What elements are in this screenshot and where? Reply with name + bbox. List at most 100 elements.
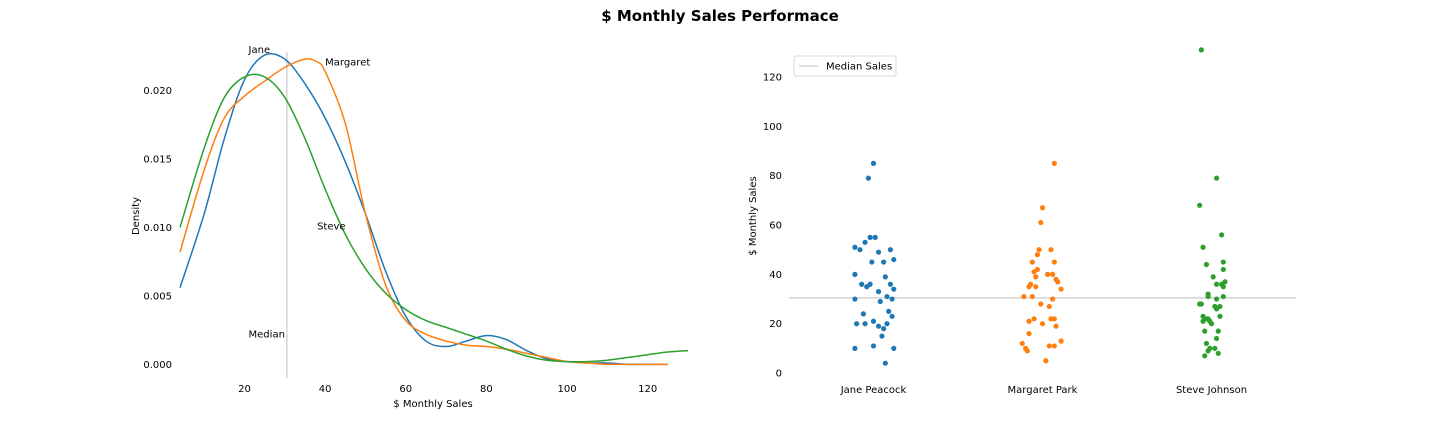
- sales-point: [854, 321, 860, 327]
- sales-point: [889, 296, 895, 302]
- sales-point: [1046, 303, 1052, 310]
- sales-point: [1213, 296, 1220, 302]
- annotation-jane: Jane: [248, 45, 271, 56]
- legend: Median Sales: [793, 55, 897, 77]
- sales-point: [1213, 335, 1220, 342]
- sales-point: [1202, 328, 1208, 334]
- x-tick-label: 40: [319, 384, 332, 395]
- sales-point: [1026, 330, 1032, 337]
- sales-point: [882, 274, 888, 280]
- x-tick-label: 20: [238, 384, 251, 395]
- sales-point: [1203, 340, 1210, 347]
- sales-point: [1029, 259, 1035, 265]
- sales-point: [1029, 293, 1035, 300]
- sales-point: [882, 360, 888, 366]
- density-y-axis-label: Density: [131, 197, 142, 235]
- sales-point: [1038, 219, 1044, 226]
- sales-point: [1048, 247, 1054, 253]
- y-tick-label: 0.010: [143, 223, 172, 234]
- sales-point: [1215, 350, 1221, 356]
- category-ticks: Jane Peacock Margaret Park Steve Johnson: [840, 385, 1247, 396]
- sales-point: [864, 284, 870, 290]
- sales-point: [1043, 358, 1049, 364]
- sales-points: [852, 47, 1228, 366]
- sales-point: [1210, 274, 1216, 280]
- y-tick-label: 0.000: [143, 360, 172, 371]
- sales-point: [887, 247, 894, 253]
- sales-point: [1051, 316, 1057, 322]
- sales-point: [1039, 321, 1046, 327]
- sales-point: [891, 286, 897, 292]
- sales-point: [852, 271, 858, 277]
- sales-point: [860, 311, 866, 317]
- sales-point: [1050, 271, 1056, 277]
- sales-point: [867, 234, 873, 240]
- sales-point: [877, 298, 883, 305]
- sales-point: [1200, 244, 1206, 250]
- sales-point: [1039, 205, 1046, 211]
- sales-point: [889, 313, 895, 319]
- sales-point: [1212, 345, 1218, 351]
- sales-point: [1050, 296, 1056, 302]
- sales-point: [1197, 202, 1203, 208]
- sales-point: [1208, 321, 1215, 327]
- legend-label: Median Sales: [826, 62, 892, 73]
- sales-point: [1033, 284, 1039, 290]
- x-tick-label: 100: [558, 384, 577, 395]
- sales-point: [1198, 47, 1204, 53]
- category-label: Margaret Park: [1008, 385, 1078, 396]
- sales-point: [1203, 261, 1210, 268]
- sales-point: [862, 321, 868, 327]
- sales-point: [1213, 281, 1220, 287]
- sales-point: [1198, 301, 1204, 307]
- sales-point: [875, 323, 882, 329]
- sales-point: [1055, 279, 1061, 285]
- strip-chart: Jane Peacock Margaret Park Steve Johnson 0…: [748, 47, 1296, 396]
- y-tick-label: 40: [769, 270, 782, 281]
- sales-point: [1220, 259, 1226, 265]
- sales-point: [875, 249, 882, 255]
- sales-point: [852, 296, 858, 302]
- sales-point: [852, 345, 858, 351]
- sales-point: [1205, 293, 1211, 300]
- sales-point: [1205, 348, 1211, 354]
- y-tick-label: 100: [763, 122, 782, 133]
- sales-point: [875, 289, 882, 295]
- sales-point: [891, 256, 897, 263]
- annotation-median: Median: [249, 330, 285, 341]
- density-curve-steve: [179, 73, 689, 363]
- y-tick-label: 0: [776, 369, 782, 380]
- sales-point: [1031, 316, 1037, 322]
- sales-point: [1034, 252, 1041, 258]
- sales-point: [887, 281, 894, 287]
- sales-point: [884, 293, 890, 300]
- sales-point: [862, 239, 868, 245]
- sales-point: [1200, 318, 1206, 324]
- sales-point: [865, 175, 872, 181]
- sales-point: [1051, 160, 1057, 166]
- y-tick-label: 20: [769, 319, 782, 330]
- legend-box: [793, 55, 897, 77]
- sales-point: [1019, 340, 1025, 347]
- sales-point: [1215, 328, 1221, 334]
- sales-point: [869, 259, 875, 265]
- sales-point: [1213, 175, 1220, 181]
- sales-point: [1217, 313, 1223, 319]
- y-tick-label: 0.020: [143, 86, 172, 97]
- y-ticks: 0.000 0.005 0.010 0.015 0.020: [143, 86, 172, 371]
- sales-point: [1220, 284, 1226, 290]
- x-tick-label: 60: [399, 384, 412, 395]
- sales-point: [879, 333, 885, 339]
- density-chart: 20 40 60 80 100 120 0.000 0.005 0.010 0.015 0.020…: [131, 45, 689, 410]
- category-label: Steve Johnson: [1176, 385, 1247, 396]
- sales-point: [884, 321, 890, 327]
- sales-point: [1051, 343, 1057, 349]
- annotation-margaret: Margaret: [325, 57, 370, 68]
- sales-point: [1024, 348, 1030, 354]
- sales-point: [857, 247, 863, 253]
- x-tick-label: 80: [480, 384, 493, 395]
- sales-point: [1031, 269, 1037, 275]
- y-tick-label: 60: [769, 221, 782, 232]
- sales-point: [1202, 353, 1208, 359]
- sales-point: [1051, 259, 1057, 265]
